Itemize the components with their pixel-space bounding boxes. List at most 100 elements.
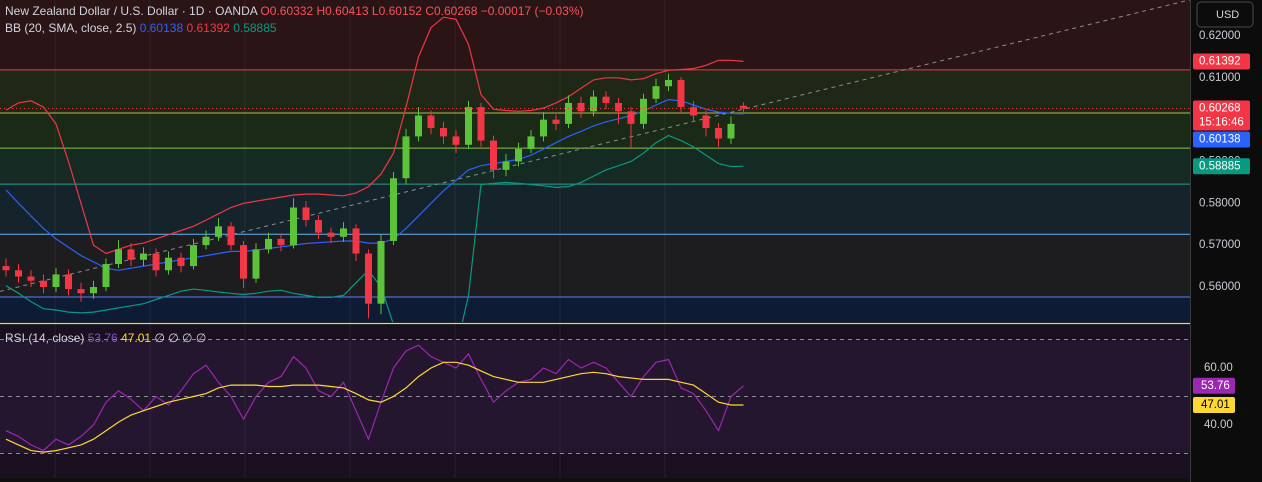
usd-button-frame[interactable]	[1196, 1, 1254, 28]
level-zone	[0, 148, 1190, 185]
candle-body	[115, 249, 122, 264]
rsi-tick-label: 60.00	[1204, 362, 1233, 374]
ohlc-value: 0.60268	[434, 4, 478, 18]
ohlc-label: C	[425, 4, 434, 18]
candle-body	[27, 276, 35, 281]
candle-body	[52, 274, 60, 287]
candle-body	[240, 245, 247, 279]
level-zone	[0, 112, 1190, 149]
candle-body	[177, 257, 185, 267]
candle-body	[77, 289, 85, 294]
usd-button[interactable]: USD	[1196, 1, 1254, 28]
rsi-na: ∅ ∅ ∅ ∅	[154, 331, 206, 345]
price-badge-label: 0.60268	[1199, 102, 1241, 114]
rsi-badge-label: 47.01	[1201, 399, 1230, 411]
candle-body	[315, 220, 322, 233]
candle-body	[402, 136, 410, 179]
candle-body	[640, 98, 647, 124]
candle-body	[702, 115, 710, 129]
candle-body	[590, 96, 597, 112]
candle-body	[552, 119, 560, 124]
candle-body	[302, 207, 310, 221]
bb-upper	[5, 16, 744, 255]
candle-body	[527, 136, 535, 149]
candle-body	[652, 86, 660, 99]
candle-body	[477, 107, 485, 141]
candle-body	[365, 253, 372, 304]
level-zone	[0, 297, 1190, 322]
price-badge	[1193, 158, 1250, 175]
bb-basis-value: 0.60138	[140, 21, 184, 35]
ohlc-value: 0.60332	[270, 4, 314, 18]
rsi-ma-value: 47.01	[121, 331, 151, 345]
rsi-legend: RSI (14, close) 53.76 47.01 ∅ ∅ ∅ ∅	[5, 331, 206, 345]
rsi-value: 53.76	[88, 331, 118, 345]
price-badge	[1193, 100, 1250, 131]
symbol: New Zealand Dollar / U.S. Dollar · 1D · …	[5, 4, 258, 18]
price-badge-label: 0.60138	[1199, 133, 1241, 145]
price-badge-label: 0.58885	[1199, 160, 1241, 172]
rsi-ma-line	[5, 361, 744, 453]
vertical-grid	[54, 0, 666, 478]
countdown: 15:16:46	[1199, 116, 1244, 128]
candle-body	[127, 249, 135, 260]
price-badges: 0.61392 0.60268 15:16:46 0.60138 0.58885 53.7…	[1193, 53, 1250, 414]
candle-body	[490, 140, 497, 170]
price-badge	[1193, 131, 1250, 148]
candle-body	[102, 263, 110, 287]
candle-body	[502, 161, 510, 170]
candle-body	[727, 123, 735, 139]
y-tick-label: 0.58000	[1199, 197, 1241, 209]
rsi-badge-label: 53.76	[1201, 380, 1230, 392]
candle-body	[427, 115, 435, 129]
level-zone	[0, 0, 1190, 70]
candle-body	[65, 274, 72, 290]
candle-body	[452, 136, 460, 145]
candle-body	[252, 249, 260, 279]
candle-body	[165, 257, 172, 271]
candle-body	[615, 102, 622, 112]
candle-body	[440, 128, 447, 137]
y-tick-label: 0.61000	[1199, 72, 1241, 84]
candle-body	[202, 236, 210, 246]
change: −0.00017 (−0.03%)	[481, 4, 584, 18]
rsi-content	[0, 339, 1190, 454]
candle-body	[740, 105, 747, 109]
candle-body	[277, 238, 285, 246]
candle-body	[15, 270, 22, 277]
ohlc-label: L	[372, 4, 379, 18]
bb-upper-value: 0.61392	[186, 21, 230, 35]
candle-body	[390, 178, 397, 241]
candle-body	[152, 253, 160, 271]
candle-body	[665, 79, 672, 87]
candle-body	[577, 102, 585, 112]
rsi-line	[5, 344, 744, 452]
ohlc-value: 0.60152	[379, 4, 423, 18]
candle-body	[377, 240, 385, 304]
currency-label[interactable]: USD	[1216, 9, 1239, 21]
candle-body	[327, 232, 335, 237]
candle-body	[40, 280, 47, 287]
level-zone	[0, 184, 1190, 235]
candle-body	[715, 128, 722, 139]
candle-body	[352, 228, 360, 254]
candle-body	[690, 107, 697, 116]
rsi-badge	[1193, 397, 1235, 414]
candle-body	[565, 102, 572, 124]
ohlc-label: H	[317, 4, 326, 18]
candle-body	[90, 286, 97, 294]
bb-lower	[5, 134, 744, 322]
candle-body	[190, 245, 197, 267]
rsi-badge	[1193, 377, 1235, 394]
candle-body	[140, 253, 147, 260]
y-tick-label: 0.57000	[1199, 239, 1241, 251]
candle-body	[415, 115, 422, 137]
bb-label: BB (20, SMA, close, 2.5)	[5, 21, 136, 35]
candle-body	[540, 119, 547, 137]
rsi-label: RSI (14, close)	[5, 331, 84, 345]
bb-legend: BB (20, SMA, close, 2.5) 0.60138 0.61392…	[5, 21, 277, 35]
candle-body	[227, 226, 235, 246]
bb-lower-value: 0.58885	[233, 21, 277, 35]
y-tick-label: 0.62000	[1199, 30, 1241, 42]
candle-body	[677, 79, 685, 108]
